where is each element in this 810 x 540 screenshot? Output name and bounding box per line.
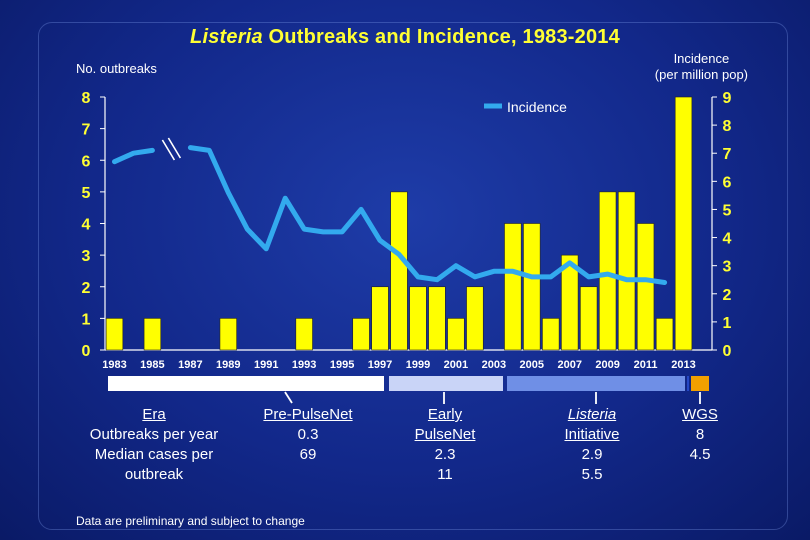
- outbreak-bar: [352, 318, 370, 351]
- x-tick-label: 2011: [634, 359, 658, 371]
- y2-tick-label: 6: [723, 174, 732, 191]
- x-tick-label: 1997: [368, 359, 392, 371]
- era-pointer: [284, 391, 293, 404]
- axis-break-mark: [167, 137, 182, 159]
- era-row-label: Outbreaks per year: [89, 426, 219, 443]
- outbreak-bar: [674, 96, 693, 351]
- y2-tick-label: 4: [723, 231, 732, 248]
- era-bar-wgs: [691, 376, 709, 391]
- x-tick-label: 1987: [178, 359, 202, 371]
- era-name: Early: [427, 406, 463, 423]
- x-tick-label: 1983: [102, 359, 126, 371]
- axis-break-mark: [161, 139, 176, 161]
- era-bar-pre-pulsenet: [108, 376, 384, 391]
- outbreak-bar: [390, 191, 408, 351]
- y-tick-label: 7: [82, 122, 91, 139]
- era-name: Initiative: [564, 426, 620, 443]
- era-bar-early-pulsenet: [389, 376, 503, 391]
- outbreak-bar: [617, 191, 636, 351]
- y2-tick-label: 3: [723, 259, 732, 276]
- x-tick-label: 1993: [292, 359, 316, 371]
- era-name: Listeria: [567, 406, 617, 423]
- era-median: 4.5: [689, 446, 711, 463]
- era-outbreaks: 2.9: [581, 446, 603, 463]
- outbreak-bar: [428, 286, 446, 351]
- outbreak-bar: [371, 286, 389, 351]
- outbreak-bar: [580, 286, 598, 351]
- x-tick-label: 1991: [254, 359, 278, 371]
- era-name: Pre-PulseNet: [263, 406, 353, 423]
- right-axis-label-line1: Incidence: [673, 51, 730, 66]
- era-outbreaks: 2.3: [434, 446, 456, 463]
- x-tick-label: 1989: [216, 359, 240, 371]
- era-name: WGS: [682, 406, 718, 423]
- x-tick-label: 1999: [406, 359, 430, 371]
- era-bar-listeria-initiative: [507, 376, 685, 391]
- legend-label: Incidence: [507, 99, 567, 115]
- era-outbreaks: 8: [695, 426, 705, 443]
- era-median: 69: [299, 446, 317, 463]
- y-tick-label: 3: [82, 248, 91, 265]
- y2-tick-label: 0: [723, 343, 732, 360]
- y-tick-label: 8: [82, 90, 91, 107]
- era-row-labels: Era Outbreaks per year Median cases per …: [64, 405, 244, 485]
- outbreak-bar: [523, 223, 541, 351]
- chart-title: Listeria Outbreaks and Incidence, 1983-2…: [0, 26, 810, 49]
- y2-tick-label: 9: [723, 90, 732, 107]
- y-tick-label: 0: [82, 343, 91, 360]
- era-early-pulsenet: Early PulseNet 2.3 11: [390, 405, 500, 485]
- era-listeria-initiative: Listeria Initiative 2.9 5.5: [537, 405, 647, 485]
- y-tick-label: 4: [82, 217, 91, 234]
- era-name: PulseNet: [414, 426, 476, 443]
- left-axis-label: No. outbreaks: [76, 61, 157, 76]
- x-tick-label: 1995: [330, 359, 354, 371]
- footnote: Data are preliminary and subject to chan…: [76, 514, 305, 528]
- x-tick-label: 2007: [557, 359, 581, 371]
- outbreak-bar: [561, 254, 579, 351]
- outbreak-bar: [295, 318, 313, 351]
- outbreak-bar: [466, 286, 484, 351]
- x-tick-label: 2001: [444, 359, 468, 371]
- title-rest: Outbreaks and Incidence, 1983-2014: [262, 26, 620, 48]
- y-tick-label: 5: [82, 185, 91, 202]
- y2-tick-label: 8: [723, 118, 732, 135]
- x-tick-label: 2005: [520, 359, 544, 371]
- era-row-label: Era: [142, 406, 166, 423]
- era-wgs: WGS 8 4.5: [665, 405, 735, 465]
- title-italic: Listeria: [190, 26, 263, 48]
- era-row-label: Median cases per: [94, 446, 214, 463]
- outbreak-bar: [504, 223, 522, 351]
- outbreak-bar: [143, 318, 162, 351]
- era-row-label: outbreak: [124, 466, 184, 483]
- era-outbreaks: 0.3: [297, 426, 319, 443]
- incidence-line: [112, 145, 668, 285]
- y-tick-label: 6: [82, 153, 91, 170]
- era-bar-divider: [687, 376, 689, 391]
- outbreak-bar: [447, 318, 465, 351]
- right-axis-label-line2: (per million pop): [654, 67, 748, 82]
- y2-tick-label: 2: [723, 287, 732, 304]
- outbreak-bar: [599, 191, 617, 351]
- slide-frame: [38, 22, 788, 530]
- x-tick-label: 2013: [671, 359, 695, 371]
- y2-tick-label: 7: [723, 146, 732, 163]
- era-median: 5.5: [581, 466, 603, 483]
- era-pre-pulsenet: Pre-PulseNet 0.3 69: [240, 405, 376, 465]
- x-tick-label: 1985: [140, 359, 164, 371]
- outbreak-bar: [636, 223, 655, 351]
- y2-tick-label: 5: [723, 202, 732, 219]
- x-tick-label: 2003: [482, 359, 506, 371]
- era-median: 11: [437, 466, 453, 483]
- outbreak-bar: [655, 318, 674, 351]
- outbreak-bar: [409, 286, 427, 351]
- right-axis-label: Incidence (per million pop): [655, 51, 748, 83]
- x-tick-label: 2009: [595, 359, 619, 371]
- outbreak-bar: [219, 318, 237, 351]
- outbreak-bar: [105, 318, 124, 351]
- y-tick-label: 2: [82, 280, 91, 297]
- outbreak-bar: [542, 318, 560, 351]
- y-tick-label: 1: [82, 311, 91, 328]
- y2-tick-label: 1: [723, 315, 732, 332]
